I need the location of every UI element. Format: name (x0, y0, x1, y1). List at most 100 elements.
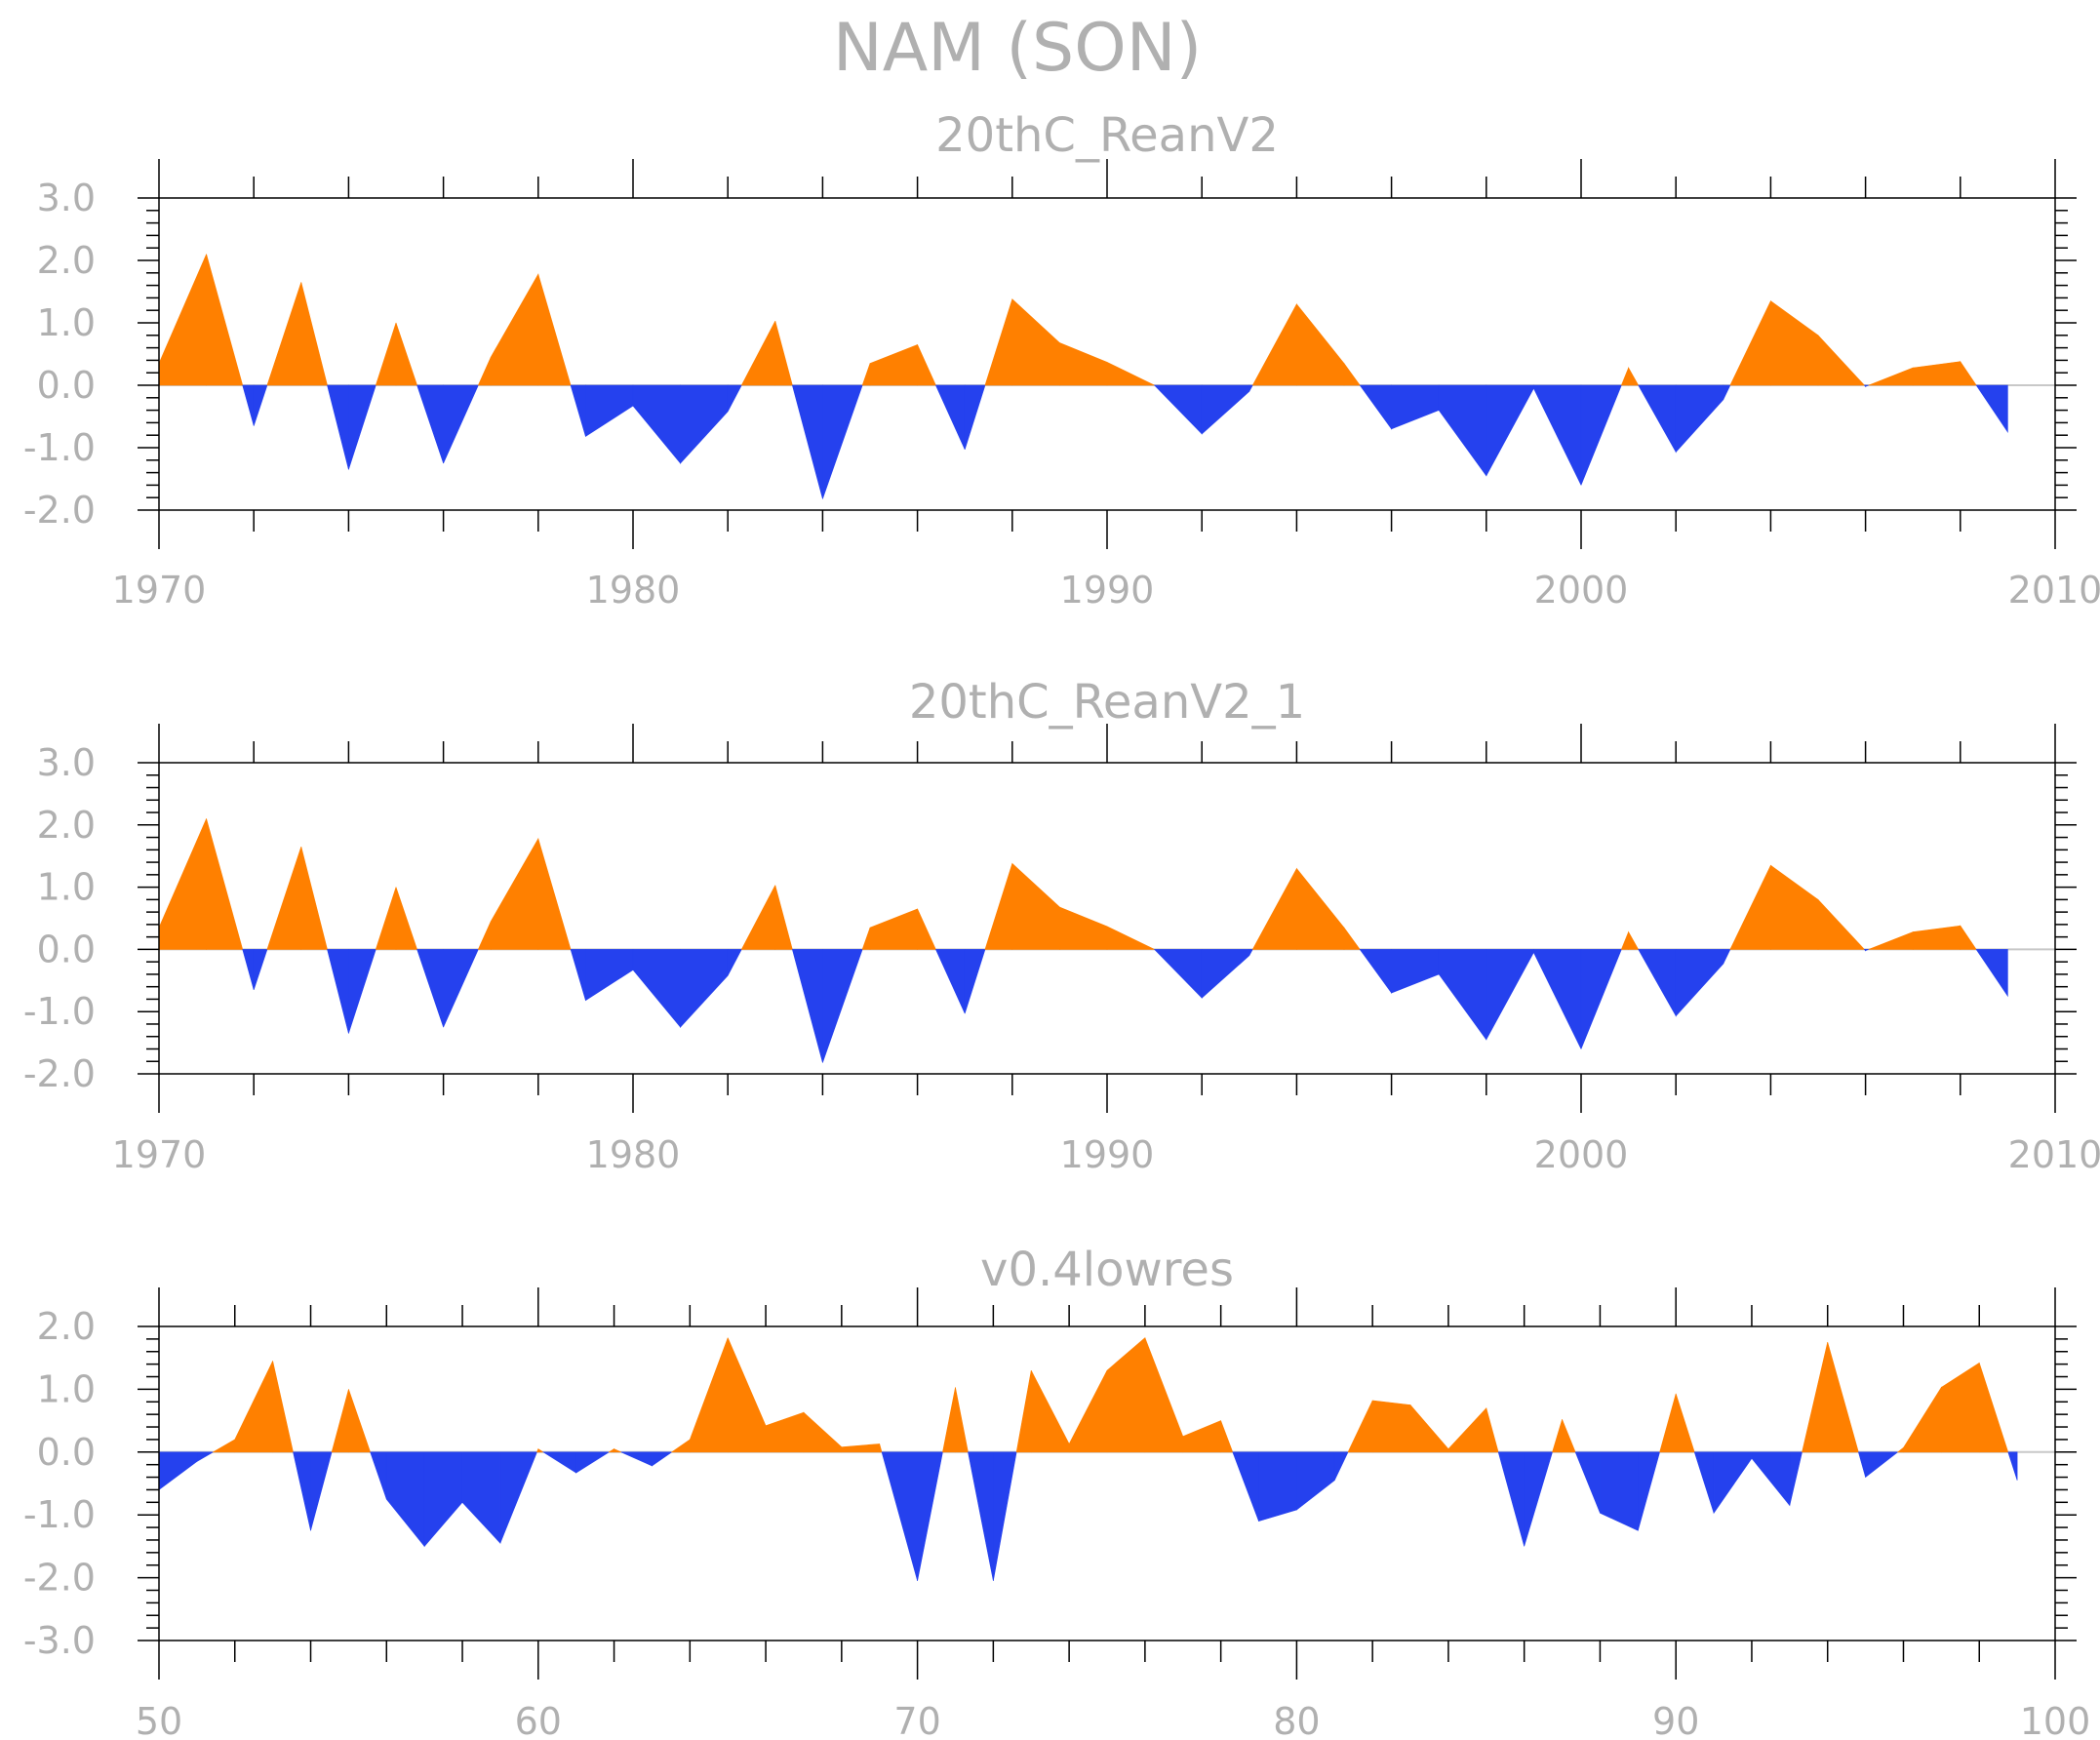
panel-1-area-segment (861, 363, 871, 386)
panel-3-area-segment (942, 1387, 956, 1453)
panel-3-area-segment (1659, 1393, 1677, 1453)
panel-1-area-segment (632, 384, 681, 464)
panel-2-area-segment (861, 927, 871, 950)
panel-3-area-segment (1562, 1419, 1576, 1453)
panel-3-y-tick-label: 2.0 (37, 1305, 96, 1348)
panel-1-area-segment (1011, 297, 1060, 386)
panel-2-area-segment (1723, 949, 1731, 965)
panel-2-area-segment (869, 908, 918, 950)
panel-1-area-segment (1059, 342, 1108, 386)
panel-3-area-segment (1865, 1451, 1899, 1479)
panel-2-area-segment (443, 949, 479, 1028)
panel-1-area-segment (727, 384, 742, 413)
panel-3-area-segment (1258, 1451, 1297, 1522)
panel-2-area-segment (1201, 949, 1250, 999)
panel-1-area-segment (1620, 367, 1629, 386)
panel-3-area-segment (310, 1451, 333, 1531)
panel-2-y-tick-label: -1.0 (23, 990, 96, 1033)
panel-2-area-segment (740, 885, 776, 950)
panel-3-area-segment (499, 1451, 537, 1544)
panel-3-area-segment (1144, 1337, 1184, 1453)
panel-1-area-segment (1638, 384, 1677, 454)
panel-1-area-segment (1628, 366, 1640, 386)
panel-3-area-segment (1693, 1451, 1715, 1514)
panel-2-area-segment (1343, 927, 1361, 950)
panel-1-x-tick-label: 1970 (112, 569, 207, 612)
panel-1-area-segment (1486, 384, 1534, 476)
panel-3-area-segment (541, 1451, 576, 1474)
panel-2-area-segment (1296, 867, 1345, 950)
panel-3-area-segment (348, 1389, 372, 1453)
panel-3-area-segment (1220, 1420, 1234, 1453)
panel-3-area-segment (1296, 1451, 1335, 1511)
panel-2-area-segment (1438, 949, 1487, 1041)
panel-1-area-segment (242, 384, 255, 426)
panel-1-area-segment (1391, 384, 1440, 430)
panel-2-area-segment (1729, 865, 1771, 950)
panel-3-frame (158, 1325, 2056, 1641)
panel-1-area-segment (490, 272, 539, 386)
panel-2-x-tick-label: 1990 (1060, 1133, 1155, 1176)
panel-3-area-segment (968, 1451, 994, 1581)
panel-1-area-segment (1248, 384, 1253, 392)
panel-3-x-tick-label: 60 (515, 1700, 562, 1740)
panel-1-y-tick-label: 2.0 (37, 239, 96, 282)
panel-3-x-tick-label: 80 (1273, 1700, 1320, 1740)
panel-1-area-segment (1868, 367, 1914, 386)
panel-3-area-segment (1447, 1406, 1487, 1453)
panel-2-area-segment (416, 949, 444, 1028)
panel-3-area-segment (608, 1448, 614, 1453)
panel-3-area-segment (993, 1451, 1017, 1581)
panel-2-area-segment (1106, 926, 1155, 950)
panel-1-area-segment (1912, 361, 1961, 386)
panel-1-area-segment (822, 384, 863, 499)
panel-3-y-tick-label: -3.0 (23, 1619, 96, 1662)
panel-3-area-segment (2007, 1451, 2018, 1481)
panel-2-area-segment (1912, 925, 1961, 950)
panel-3-area-segment (879, 1443, 883, 1453)
panel-1-area-segment (395, 322, 418, 386)
panel-2-area-segment (327, 949, 349, 1034)
panel-1-x-tick-label: 1980 (586, 569, 681, 612)
panel-3-area-segment (234, 1361, 273, 1453)
panel-2-area-segment (1011, 862, 1060, 950)
panel-3-plot-area: 2.0 1.0 0.0 -1.0 -2.0 -3.0 50 60 70 80 90 100 (23, 1287, 2090, 1740)
panel-1-area-segment (1960, 360, 1977, 386)
panel-2-area-segment (1975, 949, 2008, 998)
panel-1-area-segment (917, 344, 936, 386)
panel-2-area-segment (477, 921, 492, 950)
panel-1-y-tick-label: -2.0 (23, 489, 96, 532)
panel-2-area-segment (570, 949, 586, 1001)
panel-1-area-segment (791, 384, 823, 499)
panel-1-area-segment (1106, 361, 1155, 386)
panel-1-x-tick-label: 2010 (2008, 569, 2100, 612)
panel-1-y-tick-label: 0.0 (37, 364, 96, 407)
panel-3-area-segment (1015, 1370, 1032, 1453)
panel-3-area-segment (158, 1451, 198, 1491)
panel-2-y-tick-label: 2.0 (37, 804, 96, 847)
panel-2-y-tick-label: 0.0 (37, 928, 96, 970)
panel-2-area-segment (1153, 949, 1203, 999)
panel-1-area-segment (375, 322, 397, 386)
panel-3-area-segment (1552, 1419, 1563, 1453)
panel-2-area-segment (791, 949, 823, 1063)
panel-3-area-segment (1371, 1400, 1411, 1453)
panel-2-area-segment (934, 949, 966, 1014)
panel-2-area-segment (774, 885, 793, 950)
panel-2-area-segment (537, 838, 572, 950)
panel-1-y-tick-label: -1.0 (23, 426, 96, 469)
panel-1-area-segment (1975, 384, 2008, 433)
panel-2-area-segment (822, 949, 863, 1063)
panel-3-area-segment (1713, 1451, 1753, 1515)
panel-2-area-segment (1251, 868, 1297, 950)
panel-2-area-segment (632, 949, 681, 1028)
panel-1-area-segment (348, 384, 376, 470)
panel-3-area-segment (1802, 1342, 1829, 1453)
panel-2-area-segment (266, 847, 302, 950)
panel-1-area-segment (740, 320, 776, 386)
panel-1-area-segment (570, 384, 586, 437)
panel-2-y-tick-label: 1.0 (37, 866, 96, 909)
panel-2-area-segment (1675, 949, 1724, 1017)
panel-2-area-segment (490, 837, 539, 950)
